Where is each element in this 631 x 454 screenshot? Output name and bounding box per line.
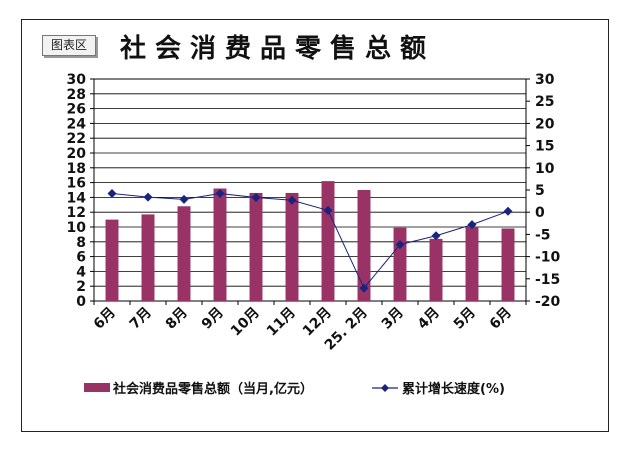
bar [177,206,191,301]
y-right-tick-label: 25 [535,94,554,110]
y-right-tick-label: 15 [535,139,554,155]
bar [141,214,155,301]
line-point [179,194,189,204]
line-point [215,189,225,199]
x-tick-label: 6月 [91,305,119,333]
x-tick-label: 5月 [451,305,479,333]
legend-label-bar: 社会消费品零售总额（当月,亿元） [112,381,313,397]
chart-area-frame [21,19,609,432]
y-left-tick-label: 24 [67,116,87,132]
y-right-tick-label: -10 [535,250,561,266]
y-right-tick-label: -20 [535,294,561,310]
y-left-tick-label: 14 [67,190,87,206]
bar [393,227,407,301]
x-tick-label: 7月 [127,305,155,333]
y-left-tick-label: 4 [76,264,86,280]
plot-area-border [93,78,527,302]
y-right-tick-label: 20 [535,116,555,132]
x-tick-label: 4月 [415,305,443,333]
bar [465,227,479,301]
line-series [111,193,509,290]
line-point [359,283,369,293]
y-left-tick-label: 6 [76,250,86,266]
y-right-tick-label: -15 [535,272,560,288]
y-right-tick-label: 0 [535,205,545,221]
y-left-tick-label: 12 [67,205,86,221]
bar [429,238,443,301]
chart-title: 社会消费品零售总额 [120,34,436,64]
y-left-tick-label: 20 [67,146,87,162]
y-left-tick-label: 16 [67,176,86,192]
y-right-tick-label: 5 [535,183,545,199]
y-right-tick-label: 30 [535,72,555,88]
x-tick-label: 8月 [163,305,191,333]
line-point [143,192,153,202]
line-point [431,231,441,241]
y-left-tick-label: 26 [67,102,86,118]
bar [357,190,371,301]
line-point [467,220,477,230]
y-right-tick-label: 10 [535,161,555,177]
legend-swatch-marker [381,384,389,392]
legend-swatch-bar [84,383,110,392]
y-left-tick-label: 10 [67,220,87,236]
x-tick-label: 10月 [228,305,263,340]
y-left-tick-label: 18 [67,161,86,177]
bar [105,219,119,301]
line-point [251,193,261,203]
y-left-tick-label: 28 [67,87,86,103]
x-tick-label: 3月 [379,305,407,333]
line-point [287,195,297,205]
y-left-tick-label: 0 [76,294,86,310]
chart-area-chip[interactable]: 图表区 [42,35,96,56]
bar [501,228,515,301]
y-right-tick-label: -5 [535,227,551,243]
y-left-tick-label: 30 [67,72,87,88]
bar [213,188,227,301]
bar [249,192,263,301]
line-point [107,189,117,199]
bar [321,181,335,301]
legend-label-line: 累计增长速度(%) [402,381,505,397]
x-tick-label: 9月 [199,305,227,333]
y-left-tick-label: 8 [76,235,86,251]
line-point [503,206,513,216]
y-left-tick-label: 2 [76,279,86,295]
line-point [395,240,405,250]
y-left-tick-label: 22 [67,131,86,147]
x-tick-label: 11月 [264,305,299,340]
x-tick-label: 6月 [487,305,515,333]
line-point [323,205,333,215]
bar [285,192,299,301]
